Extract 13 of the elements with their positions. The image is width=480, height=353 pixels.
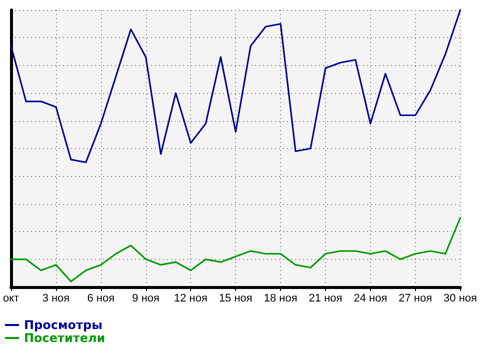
x-tick-label: 18 ноя [264,292,298,304]
x-tick-label: 21 ноя [308,292,342,304]
x-tick-label: 30 ноя [444,292,478,304]
x-tick-label: 3 ноя [42,292,70,304]
legend-label: Просмотры [24,318,102,332]
x-tick-label: 12 ноя [174,292,208,304]
x-tick-label: 24 ноя [354,292,388,304]
x-tick-label: окт [3,292,20,304]
x-tick-label: 27 ноя [398,292,432,304]
x-tick-label: 9 ноя [132,292,160,304]
x-tick-label: 6 ноя [87,292,115,304]
x-tick-label: 15 ноя [218,292,252,304]
legend-label: Посетители [24,331,106,345]
